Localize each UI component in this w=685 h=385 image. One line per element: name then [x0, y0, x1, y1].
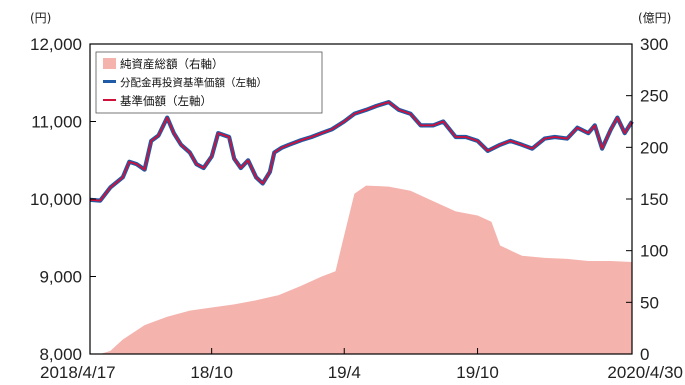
x-tick-label: 18/10 [190, 363, 233, 382]
area-layer [90, 185, 632, 354]
left-tick-label: 10,000 [30, 190, 82, 209]
right-axis: 0 50 100 150 200 250 300 [626, 35, 668, 364]
legend-box [95, 51, 323, 114]
left-tick-label: 12,000 [30, 35, 82, 54]
right-tick-label: 300 [640, 35, 668, 54]
left-tick-label: 11,000 [31, 113, 82, 132]
right-tick-label: 200 [640, 138, 668, 157]
left-tick-label: 8,000 [39, 345, 82, 364]
legend-label-net-assets: 純資産総額（右軸） [120, 57, 224, 71]
x-tick-label: 2020/4/30 [607, 363, 683, 382]
right-tick-label: 100 [640, 242, 668, 261]
nav-line [89, 101, 633, 202]
left-axis-unit: (円) [30, 11, 51, 25]
x-axis: 2018/4/17 18/10 19/4 19/10 2020/4/30 [40, 348, 683, 382]
left-tick-label: 9,000 [39, 268, 82, 287]
right-tick-label: 150 [640, 190, 668, 209]
right-tick-label: 0 [640, 345, 649, 364]
reinvested-nav-line [89, 100, 634, 203]
legend-swatch-nav [103, 99, 116, 101]
x-tick-label: 19/10 [456, 363, 499, 382]
line-layer [89, 100, 634, 203]
legend-label-reinvested-nav: 分配金再投資基準価額（左軸） [120, 76, 267, 89]
right-tick-label: 50 [640, 293, 659, 312]
legend-swatch-net-assets [103, 58, 116, 69]
legend-swatch-reinvested-nav [103, 80, 116, 83]
net-assets-area [90, 185, 632, 354]
legend-label-nav: 基準価額（左軸） [120, 94, 212, 108]
x-tick-label: 2018/4/17 [40, 363, 116, 382]
right-axis-unit: (億円) [638, 11, 671, 25]
legend: 純資産総額（右軸） 分配金再投資基準価額（左軸） 基準価額（左軸） [95, 51, 323, 114]
left-axis: 8,000 9,000 10,000 11,000 12,000 [30, 35, 96, 364]
right-tick-label: 250 [640, 87, 668, 106]
x-tick-label: 19/4 [328, 363, 361, 382]
